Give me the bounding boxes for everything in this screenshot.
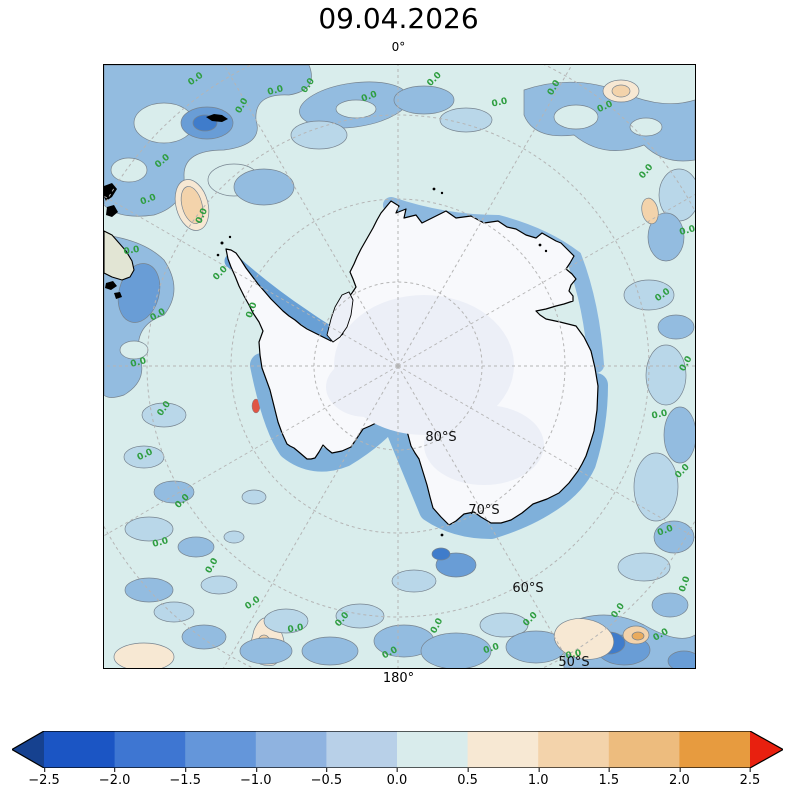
colorbar-tick: −1.0 xyxy=(240,768,272,788)
colorbar-segment xyxy=(114,731,186,768)
contour-label: 0.0 xyxy=(678,224,695,238)
colorbar-tick: 0.5 xyxy=(457,768,478,788)
antarctica-landmass xyxy=(225,200,599,526)
latitude-label: 80°S xyxy=(425,430,456,445)
colorbar-tick-labels: −2.5 −2.0 −1.5 −1.0 −0.5 0.0 0.5 1.0 1.5 2.0 2.5 xyxy=(12,731,783,791)
contour-label: 0.0 xyxy=(266,84,284,98)
colorbar-tick: 0.0 xyxy=(386,768,408,788)
colorbar-segment xyxy=(255,731,327,768)
map-panel: 0.0 0.0 0.0 0.0 0.0 0.0 0.0 0.0 0.0 0.0 0.0 0.0 0.0 0… xyxy=(103,64,696,669)
colorbar-segment xyxy=(44,731,116,768)
colorbar-segment xyxy=(185,731,257,768)
latitude-label: 50°S xyxy=(558,655,589,668)
meridian-label-180: 180° xyxy=(382,671,415,686)
colorbar-tick: −2.5 xyxy=(28,768,60,788)
colorbar-tick: 1.0 xyxy=(527,768,549,788)
contour-label: 0.0 xyxy=(151,536,169,550)
ocean-anomaly-blobs xyxy=(104,65,695,668)
contour-label: 0.0 xyxy=(565,648,583,661)
contour-label: 0.0 xyxy=(491,96,509,109)
south-america-land xyxy=(104,114,548,537)
colorbar-tick: −0.5 xyxy=(310,768,343,788)
colorbar-segment xyxy=(608,731,680,768)
tierra-del-fuego xyxy=(104,230,135,281)
south-georgia-island xyxy=(206,114,228,122)
colorbar-over-extend xyxy=(750,731,783,768)
graticule-gridlines xyxy=(104,65,695,668)
colorbar-segment xyxy=(397,731,469,768)
colorbar-segment xyxy=(467,731,539,768)
meridian-label-0: 0° xyxy=(391,40,406,54)
colorbar-tick: −1.5 xyxy=(169,768,201,788)
latitude-label: 60°S xyxy=(512,581,543,596)
colorbar-segment xyxy=(538,731,610,768)
colorbar-tick: 1.5 xyxy=(598,768,620,788)
latitude-labels: 80°S 70°S 60°S 50°S xyxy=(425,430,589,668)
colorbar-under-extend xyxy=(12,731,44,768)
contour-label: 0.0 xyxy=(123,245,140,258)
contour-label: 0.0 xyxy=(287,623,304,636)
colorbar-segment xyxy=(326,731,398,768)
colorbar-segment xyxy=(679,731,751,768)
contour-label: 0.0 xyxy=(482,642,500,656)
colorbar-gradient xyxy=(10,730,785,769)
colorbar-tick: −2.0 xyxy=(98,768,131,788)
latitude-label: 70°S xyxy=(468,503,499,518)
contour-label: 0.0 xyxy=(129,356,147,370)
plot-title: 09.04.2026 xyxy=(318,2,479,35)
colorbar-tick: 2.5 xyxy=(739,768,761,788)
colorbar: −2.5 −2.0 −1.5 −1.0 −0.5 0.0 0.5 1.0 1.5 2.0 2.5 xyxy=(10,730,785,791)
coastal-bay xyxy=(326,291,354,343)
colorbar-tick: 2.0 xyxy=(669,768,690,788)
antarctica-anomaly-map: 0.00.00.00.00.00.00.00.00.00.00.00.00.00… xyxy=(104,65,695,668)
contour-label: 0.0 xyxy=(651,408,669,421)
